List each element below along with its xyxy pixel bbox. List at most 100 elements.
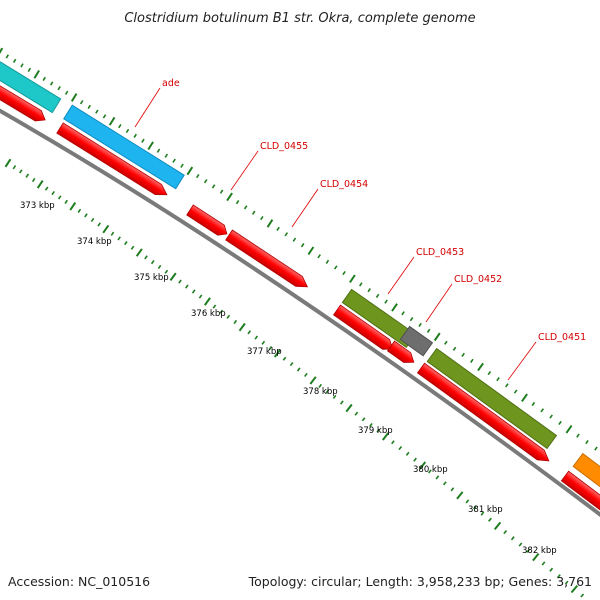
feature-block-cld-0451 <box>426 347 558 450</box>
inner-tick <box>212 304 217 309</box>
outer-tick <box>118 123 122 129</box>
outer-tick <box>164 153 169 158</box>
gene-label-cld-0452: CLD_0452 <box>454 274 502 285</box>
outer-tick <box>266 219 274 228</box>
genome-backbone <box>0 108 600 517</box>
inner-tick <box>69 202 77 211</box>
outer-tick <box>125 128 130 134</box>
inner-tick <box>254 335 259 340</box>
gene-label-ade: ade <box>162 78 180 89</box>
outer-tick <box>325 259 330 264</box>
scale-label: 377 kbp <box>247 347 282 357</box>
cds-arrow-cld-0451 <box>416 362 550 462</box>
outer-tick <box>531 401 536 407</box>
inner-tick <box>57 195 62 200</box>
cds-arrow-cld-0455 <box>186 204 228 236</box>
scale-labels: 373 kbp 374 kbp 375 kbp 376 kbp 377 kbp … <box>20 201 557 556</box>
inner-tick <box>124 241 128 246</box>
outer-tick <box>260 215 264 221</box>
inner-tick <box>435 475 440 480</box>
inner-tick <box>472 505 477 510</box>
outer-tick <box>235 199 240 205</box>
outer-tick <box>418 322 422 328</box>
outer-tick <box>342 270 346 276</box>
inner-tick <box>549 567 554 572</box>
feature-ring <box>0 57 600 504</box>
outer-tick <box>5 54 9 59</box>
inner-tick <box>130 245 135 250</box>
outer-tick <box>147 141 154 151</box>
scale-label: 376 kbp <box>191 309 226 319</box>
inner-tick <box>339 400 344 405</box>
tick-tracks <box>0 47 598 598</box>
inner-tick <box>456 491 464 500</box>
outer-tick <box>461 352 465 357</box>
outer-tick <box>87 104 91 110</box>
outer-tick <box>180 163 184 168</box>
outer-tick <box>203 179 208 184</box>
outer-tick <box>444 340 448 345</box>
gene-label-cld-0455: CLD_0455 <box>260 141 308 152</box>
outer-tick <box>156 148 161 153</box>
inner-tick <box>84 213 88 218</box>
inner-tick <box>226 314 231 319</box>
inner-tick <box>31 177 36 183</box>
inner-tick <box>442 481 447 486</box>
inner-tick <box>289 362 294 367</box>
outer-tick <box>20 63 24 68</box>
inner-tick <box>25 173 30 178</box>
inner-tick <box>97 222 101 227</box>
scale-label: 375 kbp <box>134 273 169 283</box>
gene-labels: ade CLD_0455 CLD_0454 CLD_0453 CLD_0452 … <box>134 78 586 381</box>
inner-tick <box>4 158 12 168</box>
inner-tick <box>157 264 162 270</box>
inner-tick <box>382 432 390 441</box>
outer-tick <box>284 232 289 237</box>
feature-block-cld-0452 <box>399 325 434 357</box>
inner-tick <box>219 309 224 314</box>
inner-tick <box>144 255 148 260</box>
inner-tick <box>361 417 366 422</box>
outer-tick <box>594 446 598 451</box>
inner-tick <box>261 340 266 345</box>
accession-text: Accession: NC_010516 <box>8 574 150 589</box>
inner-tick <box>90 217 95 223</box>
outer-tick <box>317 254 321 259</box>
inner-tick <box>268 346 273 351</box>
inner-tick <box>304 372 308 377</box>
callout-line-cld-0453 <box>387 256 415 295</box>
outer-tick <box>186 166 194 176</box>
inner-tick <box>282 356 287 361</box>
inner-tick <box>570 584 579 594</box>
outer-tick <box>549 414 553 419</box>
outer-tick <box>219 189 224 194</box>
outer-tick <box>513 389 518 394</box>
inner-tick <box>117 236 121 241</box>
outer-tick <box>226 192 233 202</box>
scale-label: 381 kbp <box>468 505 503 515</box>
inner-tick <box>12 165 17 170</box>
callout-line-cld-0455 <box>230 150 259 191</box>
inner-tick <box>309 376 317 385</box>
outer-tick <box>409 317 414 322</box>
inner-tick <box>488 517 492 522</box>
gene-label-cld-0454: CLD_0454 <box>320 179 368 190</box>
inner-tick <box>178 279 182 284</box>
inner-tick <box>164 269 169 274</box>
cds-arrow <box>560 470 600 524</box>
outer-tick <box>375 293 380 298</box>
inner-tick <box>556 574 561 579</box>
outer-tick <box>367 288 371 293</box>
outer-tick <box>359 282 363 287</box>
outer-tick <box>349 274 356 283</box>
outer-tick <box>12 58 17 64</box>
outer-tick <box>333 265 338 270</box>
inner-tick <box>203 297 211 306</box>
inner-tick <box>36 180 44 189</box>
outer-tick <box>452 346 457 351</box>
inner-tick <box>418 461 427 470</box>
inner-tick <box>247 330 252 335</box>
inner-tick <box>64 199 68 205</box>
inner-tick <box>428 469 432 474</box>
